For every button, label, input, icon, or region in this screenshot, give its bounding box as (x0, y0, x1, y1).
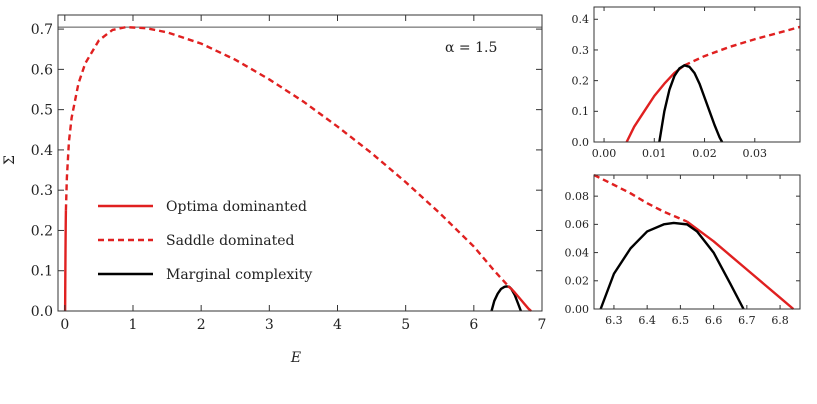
x-tick-label: 2 (197, 317, 206, 333)
x-tick-label: 0.00 (592, 147, 617, 160)
y-tick-label: 0.00 (565, 303, 590, 316)
main-annotation: α = 1.5 (445, 40, 497, 56)
series-line-0 (625, 64, 686, 143)
y-tick-label: 0.2 (572, 74, 590, 87)
y-axis-label: Σ (2, 155, 18, 165)
x-tick-label: 5 (401, 317, 410, 333)
legend: Optima dominanted Saddle dominated Margi… (98, 199, 312, 283)
main-plot: 0 1 2 3 4 5 6 7 0.0 0.1 0.2 0.3 0.4 0.5 0.6 0.7 α = 1.5… (2, 14, 547, 366)
inset-top-curves (625, 25, 801, 143)
series-line-0 (63, 210, 68, 312)
inset-bottom-frame (593, 174, 801, 310)
y-tick-label: 0.0 (572, 136, 590, 149)
x-tick-label: 4 (333, 317, 342, 333)
y-tick-label: 0.06 (565, 218, 590, 231)
series-line-0 (593, 173, 688, 223)
series-line-3 (507, 285, 532, 312)
series-line-1 (64, 25, 509, 287)
main-ticks: 0 1 2 3 4 5 6 7 0.0 0.1 0.2 0.3 0.4 0.5 0.6 0.7 (31, 15, 547, 333)
inset-top: 0.00 0.01 0.02 0.03 0.0 0.1 0.2 0.3 0.4 (572, 6, 801, 160)
y-tick-label: 0.5 (31, 103, 53, 119)
legend-label-saddle: Saddle dominated (166, 233, 294, 249)
inset-bottom-ticks: 6.3 6.4 6.5 6.6 6.7 6.8 0.00 0.02 0.04 0.06 0.08 (565, 175, 800, 327)
x-tick-label: 6.4 (638, 314, 656, 327)
main-curves (63, 25, 532, 312)
x-tick-label: 0.02 (692, 147, 717, 160)
x-tick-label: 0 (60, 317, 69, 333)
legend-label-optima: Optima dominanted (166, 199, 307, 215)
y-tick-label: 0.1 (31, 264, 53, 280)
series-line-2 (658, 64, 724, 143)
x-tick-label: 3 (265, 317, 274, 333)
series-line-2 (490, 285, 522, 312)
x-tick-label: 6.5 (672, 314, 690, 327)
main-plot-frame (57, 14, 543, 312)
series-line-1 (683, 25, 801, 67)
y-tick-label: 0.04 (565, 246, 590, 259)
inset-top-frame (593, 6, 801, 143)
y-tick-label: 0.08 (565, 190, 590, 203)
y-tick-label: 0.3 (31, 183, 53, 199)
y-tick-label: 0.02 (565, 275, 590, 288)
legend-label-marginal: Marginal complexity (166, 267, 312, 283)
x-tick-label: 6 (469, 317, 478, 333)
x-tick-label: 6.6 (705, 314, 723, 327)
x-tick-label: 7 (538, 317, 547, 333)
y-tick-label: 0.6 (31, 62, 53, 78)
y-tick-label: 0.4 (572, 13, 590, 26)
x-tick-label: 0.01 (642, 147, 667, 160)
x-tick-label: 1 (129, 317, 138, 333)
inset-top-ticks: 0.00 0.01 0.02 0.03 0.0 0.1 0.2 0.3 0.4 (572, 7, 800, 160)
series-line-2 (599, 221, 745, 310)
y-tick-label: 0.7 (31, 22, 53, 38)
y-tick-label: 0.4 (31, 143, 53, 159)
y-tick-label: 0.0 (31, 304, 53, 320)
series-line-1 (686, 220, 795, 310)
inset-bottom-curves (593, 173, 795, 310)
y-tick-label: 0.3 (572, 44, 590, 57)
x-axis-label: E (290, 350, 301, 366)
x-tick-label: 6.7 (738, 314, 756, 327)
inset-bottom: 6.3 6.4 6.5 6.6 6.7 6.8 0.00 0.02 0.04 0.06 0.08 (565, 173, 801, 327)
y-tick-label: 0.1 (572, 105, 590, 118)
x-tick-label: 6.3 (605, 314, 623, 327)
x-tick-label: 0.03 (743, 147, 768, 160)
x-tick-label: 6.8 (771, 314, 789, 327)
y-tick-label: 0.2 (31, 223, 53, 239)
